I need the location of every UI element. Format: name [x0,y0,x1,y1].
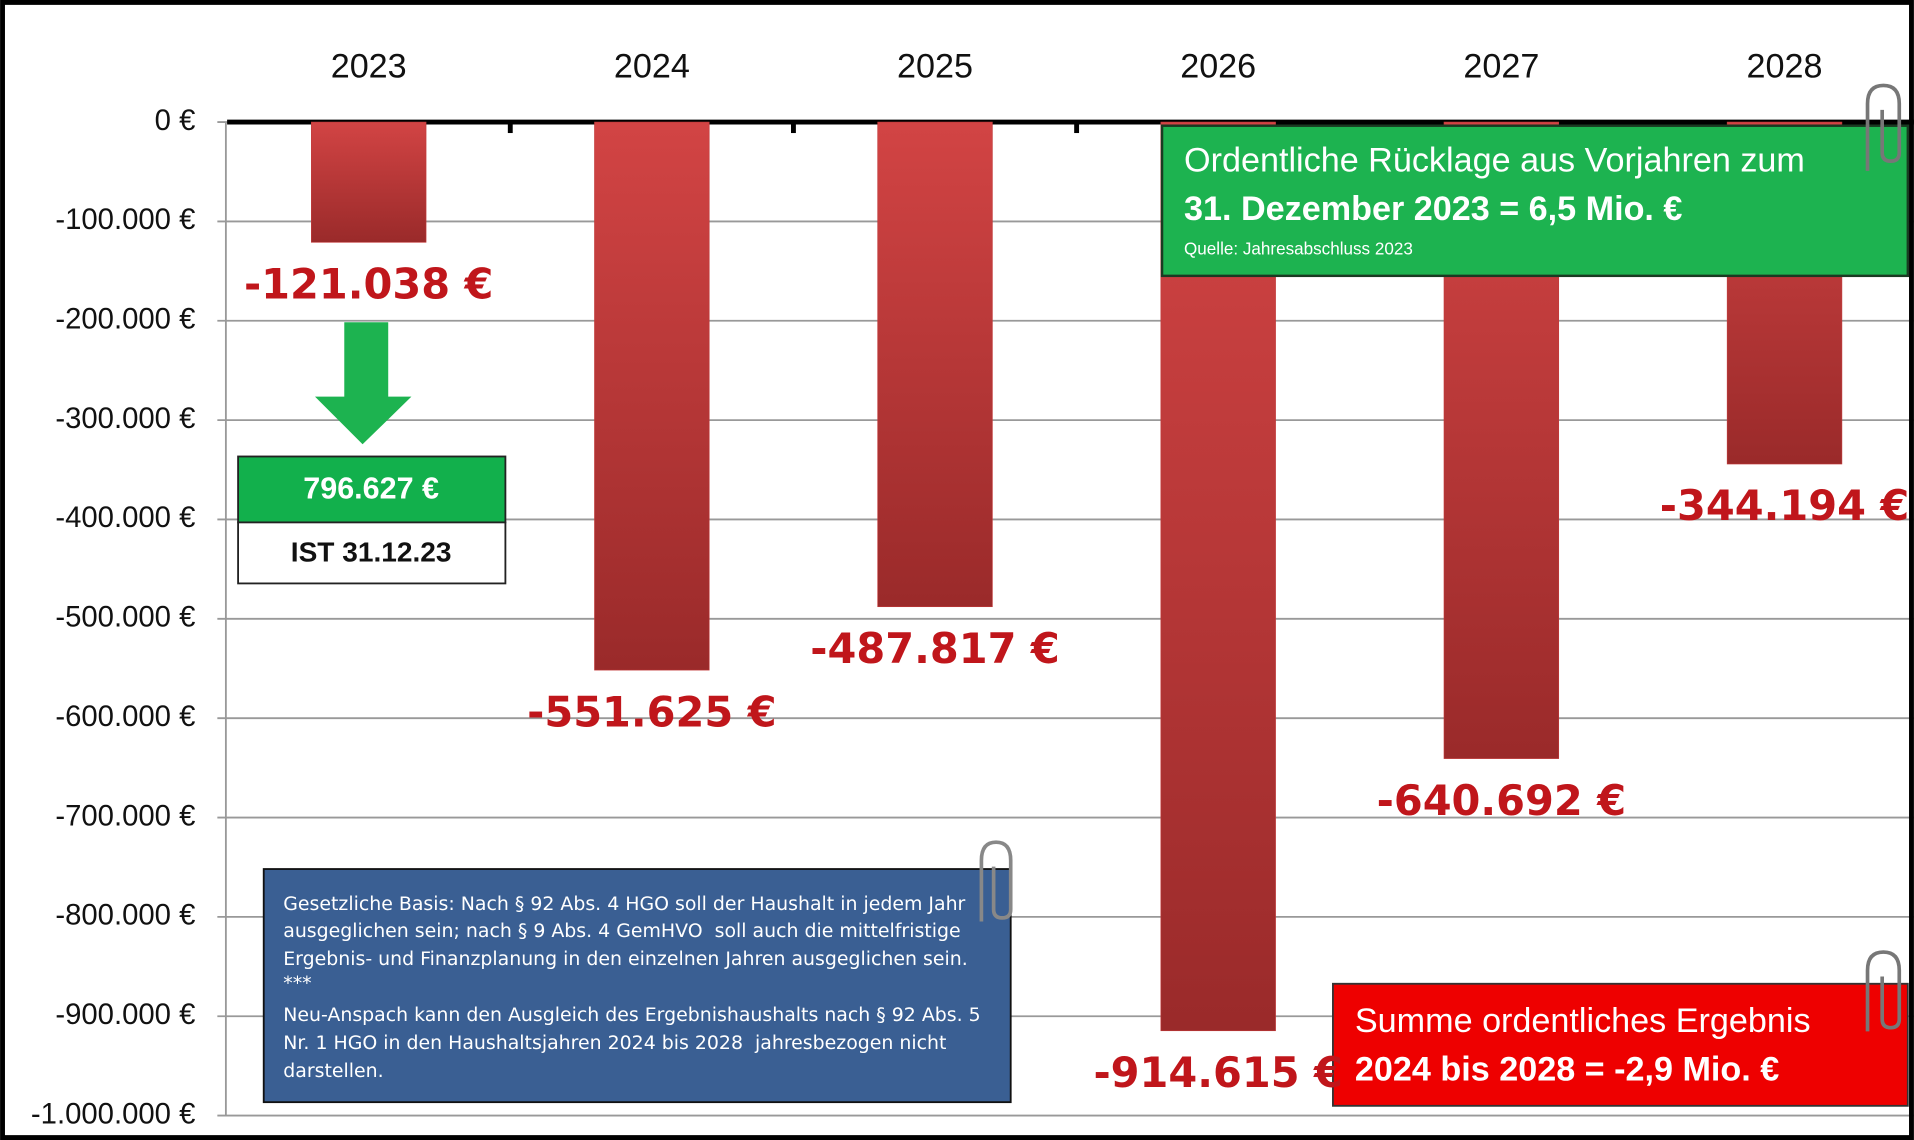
axes: 0 € -100.000 € -200.000 € -300.000 € -400.00… [31,47,1914,1130]
y-tick-label: -600.000 € [55,700,195,733]
y-tick-label: -800.000 € [55,899,195,932]
x-tick-label: 2028 [1747,47,1823,85]
legal-line: Neu-Anspach kann den Ausgleich des Ergeb… [283,1004,980,1026]
x-tick-label: 2026 [1180,47,1256,85]
bar [311,121,427,243]
value-label: -914.615 € [1093,1048,1342,1097]
legal-line: Nr. 1 HGO in den Haushaltsjahren 2024 bi… [283,1032,946,1054]
paperclip [1865,83,1902,171]
bar [877,121,993,608]
bar [594,121,710,671]
legal-line: ausgeglichen sein; nach § 9 Abs. 4 GemHV… [283,920,960,942]
sum-line2: 2024 bis 2028 = -2,9 Mio. € [1355,1051,1779,1089]
paperclip [979,840,1013,922]
sum-box [1332,982,1909,1107]
legal-line: Ergebnis- und Finanzplanung in den einze… [283,948,968,970]
ist-value-box [237,455,507,524]
legal-line: Gesetzliche Basis: Nach § 92 Abs. 4 HGO … [283,893,965,915]
x-tick-label: 2025 [897,47,973,85]
y-tick-label: -500.000 € [55,601,195,634]
ist-value: 796.627 € [303,472,439,506]
y-tick-label: -100.000 € [55,203,195,236]
reserve-line1: Ordentliche Rücklage aus Vorjahren zum [1184,141,1805,179]
ist-label: IST 31.12.23 [291,537,452,568]
x-tick-label: 2024 [614,47,690,85]
arrow [314,322,412,445]
x-tick-label: 2027 [1463,47,1539,85]
y-tick-label: -400.000 € [55,501,195,534]
legal-line: darstellen. [283,1060,383,1082]
y-tick-label: -900.000 € [55,998,195,1031]
y-tick-label: -300.000 € [55,402,195,435]
reserve-box [1160,124,1910,278]
legal-line: *** [283,972,311,994]
value-label: -640.692 € [1377,776,1626,825]
y-tick-label: -1.000.000 € [31,1097,195,1130]
reserve-source: Quelle: Jahresabschluss 2023 [1184,240,1413,259]
y-tick-label: -200.000 € [55,302,195,335]
value-label: -344.194 € [1660,481,1909,530]
y-tick-label: 0 € [155,104,196,137]
reserve-line2: 31. Dezember 2023 = 6,5 Mio. € [1184,190,1682,228]
value-label: -551.625 € [527,687,776,736]
paperclip [1865,950,1902,1032]
sum-line1: Summe ordentliches Ergebnis [1355,1002,1811,1040]
legal-box [262,868,1012,1104]
x-tick-label: 2023 [331,47,407,85]
y-tick-label: -700.000 € [55,799,195,832]
ist-label-box [237,521,507,585]
value-label: -121.038 € [244,259,493,308]
value-label: -487.817 € [810,624,1059,673]
annotations: 796.627 € IST 31.12.23 Ordentliche Rückl… [237,83,1910,1107]
